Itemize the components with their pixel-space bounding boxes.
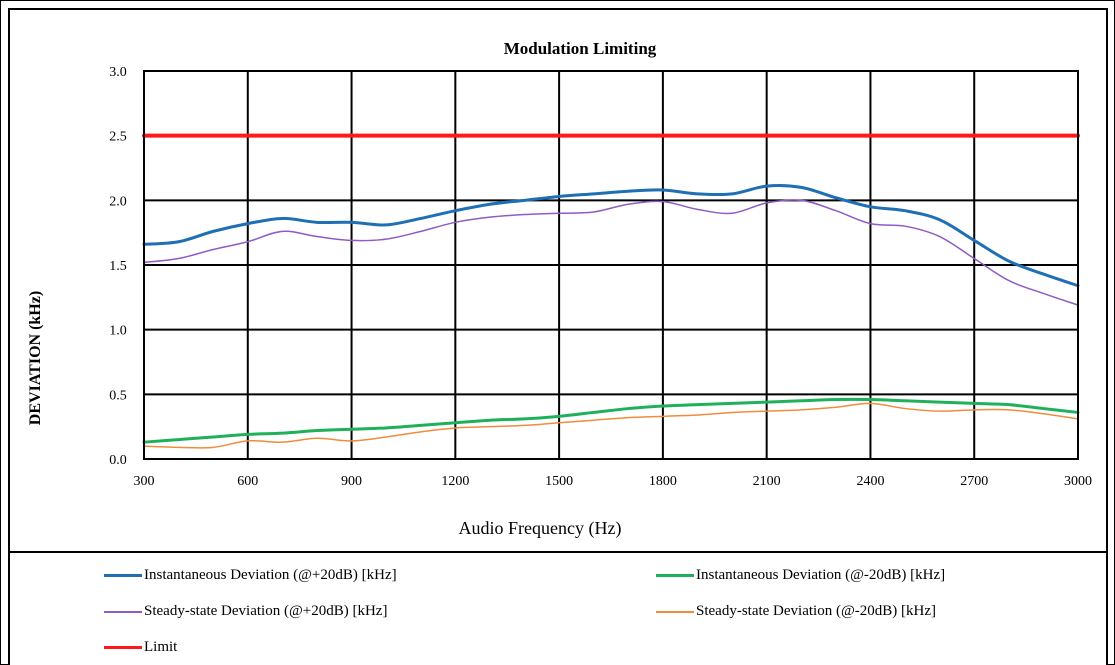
x-tick-label-1500: 1500 (545, 474, 573, 489)
y-tick-label-1.5: 1.5 (109, 259, 127, 274)
x-tick-label-3000: 3000 (1064, 474, 1092, 489)
series-line-instantaneous-minus20 (142, 397, 1080, 444)
x-tick-label-600: 600 (237, 474, 258, 489)
legend-label-limit: Limit (144, 639, 178, 655)
legend-item-steady-plus20: Steady-state Deviation (@+20dB) [kHz] (104, 603, 387, 620)
x-tick-label-300: 300 (134, 474, 155, 489)
series-line-instantaneous-plus20 (142, 184, 1080, 288)
chart-svg: Modulation Limiting DEVIATION (kHz) Audi… (27, 39, 1092, 539)
legend: Instantaneous Deviation (@+20dB) [kHz] I… (8, 553, 1108, 665)
legend-label-instantaneous-plus20: Instantaneous Deviation (@+20dB) [kHz] (144, 567, 397, 583)
x-tick-label-1800: 1800 (649, 474, 677, 489)
legend-item-steady-minus20: Steady-state Deviation (@-20dB) [kHz] (656, 603, 936, 620)
y-tick-label-2.5: 2.5 (109, 130, 127, 145)
legend-swatch-instantaneous-plus20 (104, 574, 142, 577)
y-axis-label: DEVIATION (kHz) (27, 291, 44, 425)
x-tick-label-1200: 1200 (441, 474, 469, 489)
plot-area: Modulation Limiting DEVIATION (kHz) Audi… (8, 8, 1108, 553)
x-tick-label-2400: 2400 (856, 474, 884, 489)
legend-item-limit: Limit (104, 639, 177, 656)
legend-item-instantaneous-plus20: Instantaneous Deviation (@+20dB) [kHz] (104, 567, 397, 584)
series-lines (142, 133, 1080, 449)
legend-item-instantaneous-minus20: Instantaneous Deviation (@-20dB) [kHz] (656, 567, 945, 584)
legend-swatch-instantaneous-minus20 (656, 574, 694, 577)
y-tick-label-3.0: 3.0 (109, 65, 127, 80)
legend-label-steady-plus20: Steady-state Deviation (@+20dB) [kHz] (144, 603, 388, 619)
legend-swatch-steady-minus20 (656, 610, 694, 613)
chart-title: Modulation Limiting (504, 39, 657, 58)
x-tick-label-2700: 2700 (960, 474, 988, 489)
y-tick-label-0.5: 0.5 (109, 388, 127, 403)
x-tick-label-900: 900 (341, 474, 362, 489)
legend-label-steady-minus20: Steady-state Deviation (@-20dB) [kHz] (696, 603, 936, 619)
legend-swatch-steady-plus20 (104, 610, 142, 613)
tick-labels: 300 600 900 1200 1500 1800 2100 2400 2700 3000 0.0… (109, 65, 1092, 489)
legend-swatch-limit (104, 646, 142, 649)
plot-border (143, 70, 1079, 460)
x-axis-label: Audio Frequency (Hz) (459, 518, 622, 539)
y-tick-label-0.0: 0.0 (109, 453, 127, 468)
y-tick-label-1.0: 1.0 (109, 324, 127, 339)
legend-label-instantaneous-minus20: Instantaneous Deviation (@-20dB) [kHz] (696, 567, 946, 583)
series-line-steady-plus20 (143, 199, 1079, 306)
y-tick-label-2.0: 2.0 (109, 194, 127, 209)
series-line-steady-minus20 (143, 402, 1079, 449)
x-tick-label-2100: 2100 (753, 474, 781, 489)
